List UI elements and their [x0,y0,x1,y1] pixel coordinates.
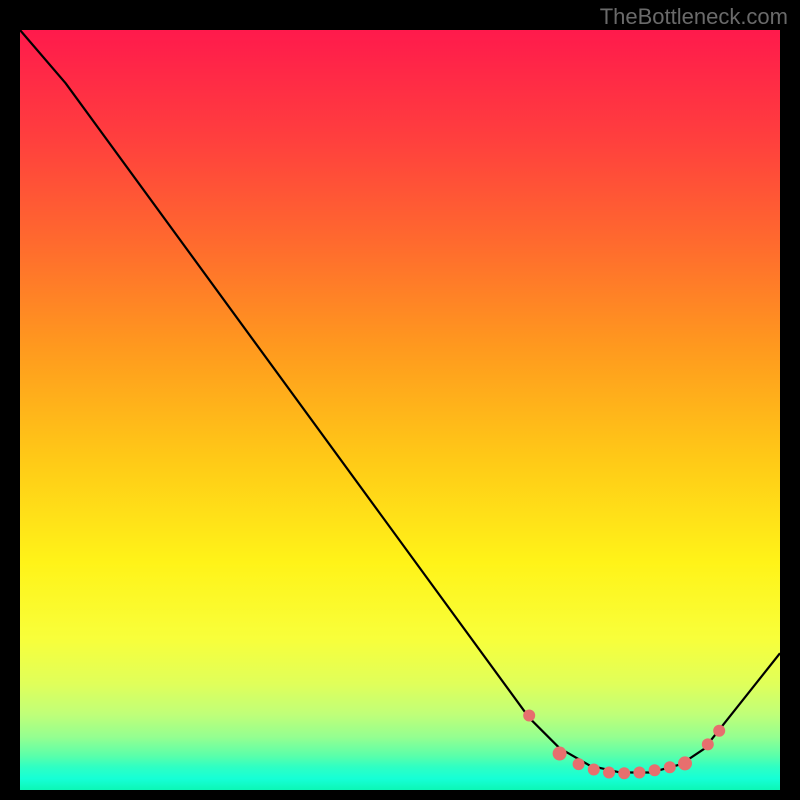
data-marker [618,767,630,779]
data-marker [573,758,585,770]
data-marker [678,756,692,770]
data-marker [702,738,714,750]
data-marker [523,710,535,722]
watermark-text: TheBottleneck.com [600,4,788,30]
gradient-background [20,30,780,790]
data-marker [713,725,725,737]
data-marker [588,763,600,775]
plot-area [20,30,780,790]
data-marker [633,767,645,779]
gradient-plot-svg [20,30,780,790]
data-marker [649,764,661,776]
data-marker [664,761,676,773]
chart-frame: TheBottleneck.com [0,0,800,800]
data-marker [553,747,567,761]
data-marker [603,767,615,779]
